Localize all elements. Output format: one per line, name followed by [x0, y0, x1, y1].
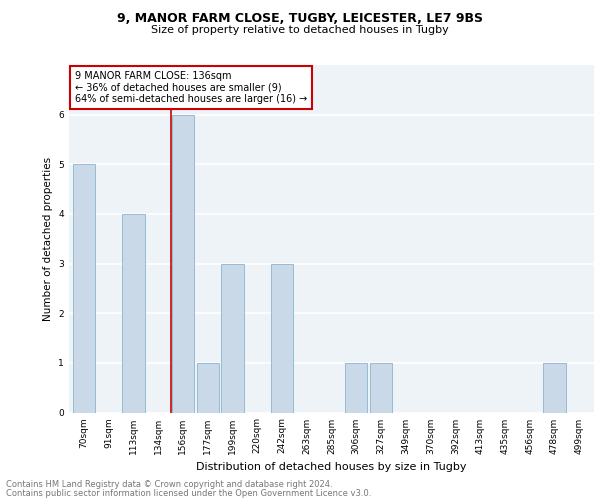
Text: Contains HM Land Registry data © Crown copyright and database right 2024.: Contains HM Land Registry data © Crown c…	[6, 480, 332, 489]
Bar	[172, 114, 194, 412]
Bar	[73, 164, 95, 412]
Bar	[122, 214, 145, 412]
Text: Contains public sector information licensed under the Open Government Licence v3: Contains public sector information licen…	[6, 489, 371, 498]
Bar	[221, 264, 244, 412]
Bar	[197, 363, 219, 412]
X-axis label: Distribution of detached houses by size in Tugby: Distribution of detached houses by size …	[196, 462, 467, 472]
Y-axis label: Number of detached properties: Number of detached properties	[43, 156, 53, 321]
Bar	[345, 363, 367, 412]
Bar	[271, 264, 293, 412]
Bar	[543, 363, 566, 412]
Text: 9 MANOR FARM CLOSE: 136sqm
← 36% of detached houses are smaller (9)
64% of semi-: 9 MANOR FARM CLOSE: 136sqm ← 36% of deta…	[74, 70, 307, 104]
Bar	[370, 363, 392, 412]
Text: Size of property relative to detached houses in Tugby: Size of property relative to detached ho…	[151, 25, 449, 35]
Text: 9, MANOR FARM CLOSE, TUGBY, LEICESTER, LE7 9BS: 9, MANOR FARM CLOSE, TUGBY, LEICESTER, L…	[117, 12, 483, 26]
